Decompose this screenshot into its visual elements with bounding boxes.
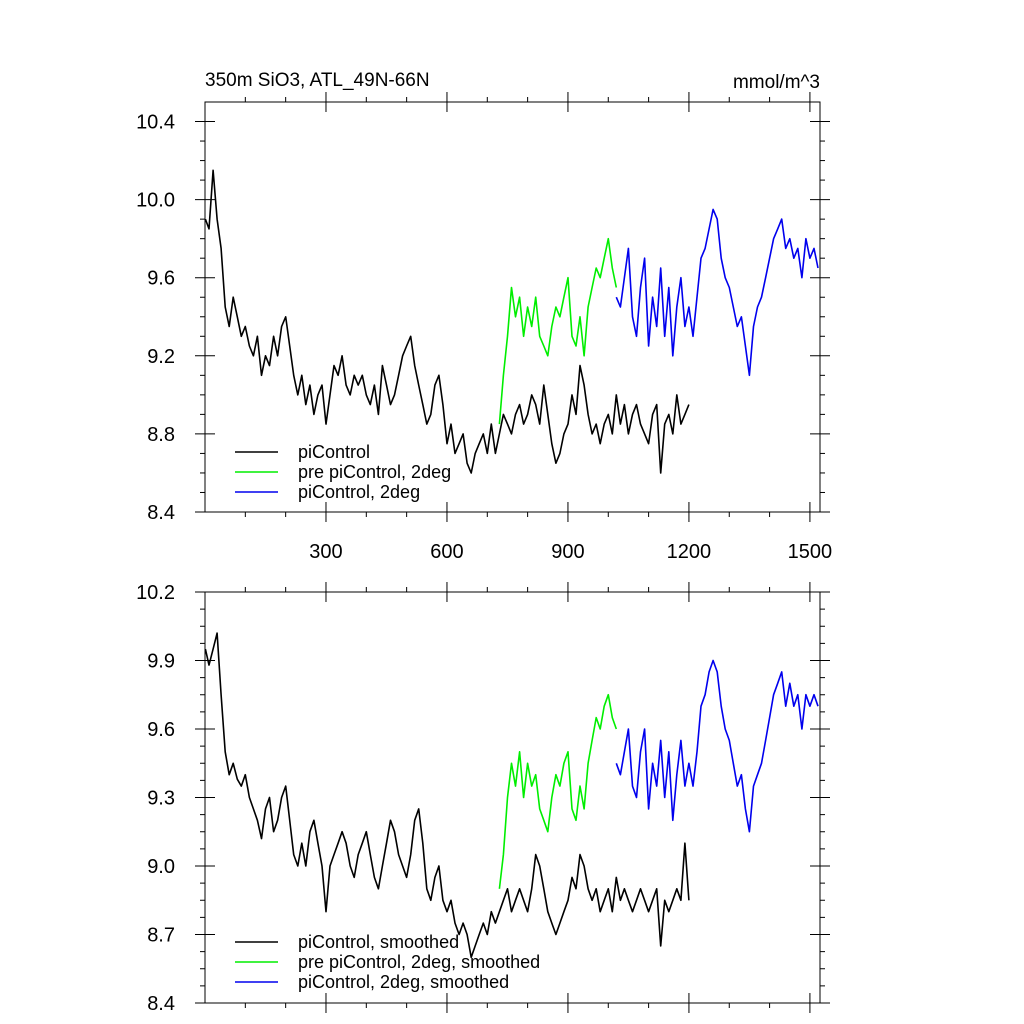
y-tick-label-bottom-1: 8.7 [147,925,175,947]
y-tick-label-top-0: 8.4 [147,502,175,524]
legend-label-top-1: pre piControl, 2deg [298,462,451,482]
x-tick-label-top-0: 300 [309,541,342,563]
y-tick-label-top-5: 10.4 [136,112,175,134]
legend-label-bottom-1: pre piControl, 2deg, smoothed [298,952,540,972]
y-tick-label-top-3: 9.6 [147,268,175,290]
chart-title: 350m SiO3, ATL_49N-66N [205,70,430,91]
x-tick-label-top-3: 1200 [667,541,712,563]
x-tick-label-top-4: 1500 [788,541,833,563]
y-tick-label-bottom-5: 9.9 [147,651,175,673]
x-tick-label-top-1: 600 [430,541,463,563]
y-tick-label-bottom-6: 10.2 [136,582,175,604]
plot-frame-top [204,101,821,513]
x-tick-label-top-2: 900 [551,541,584,563]
series-line-top-0 [204,169,690,474]
y-tick-label-top-1: 8.8 [147,424,175,446]
legend-label-top-2: piControl, 2deg [298,482,420,502]
series-line-top-2 [615,208,819,377]
legend-label-bottom-0: piControl, smoothed [298,932,459,952]
y-tick-label-bottom-0: 8.4 [147,993,175,1015]
panel-top: 300 600 900 1200 1500 8.4 8.8 9.2 9.6 10.0 10.4 piC… [136,92,832,563]
y-tick-label-bottom-3: 9.3 [147,788,175,810]
y-tick-label-bottom-2: 9.0 [147,856,175,878]
legend-label-top-0: piControl [298,442,370,462]
series-line-bottom-2 [615,659,819,833]
y-tick-label-top-2: 9.2 [147,346,175,368]
panel-bottom: 8.4 8.7 9.0 9.3 9.6 9.9 10.2 piControl, smoothe… [136,582,830,1015]
legend-label-bottom-2: piControl, 2deg, smoothed [298,972,509,992]
y-tick-label-top-4: 10.0 [136,190,175,212]
series-line-bottom-0 [204,632,690,959]
y-tick-label-bottom-4: 9.6 [147,719,175,741]
series-line-bottom-1 [498,693,618,889]
units-label: mmol/m^3 [733,72,820,93]
series-line-top-1 [498,237,618,425]
